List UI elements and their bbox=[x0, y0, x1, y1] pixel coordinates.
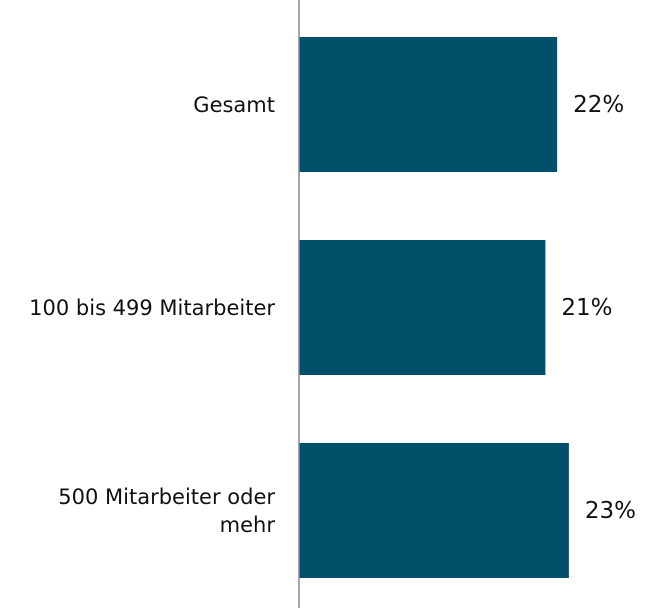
category-label: Gesamt bbox=[193, 92, 275, 117]
category-label: 100 bis 499 Mitarbeiter bbox=[29, 295, 275, 320]
value-label: 21% bbox=[561, 294, 613, 321]
bar bbox=[299, 240, 546, 375]
value-label: 22% bbox=[573, 91, 625, 118]
bar bbox=[299, 37, 558, 172]
category-label: 500 Mitarbeiter oder mehr bbox=[58, 484, 275, 537]
bar bbox=[299, 443, 569, 578]
value-label: 23% bbox=[584, 497, 636, 524]
